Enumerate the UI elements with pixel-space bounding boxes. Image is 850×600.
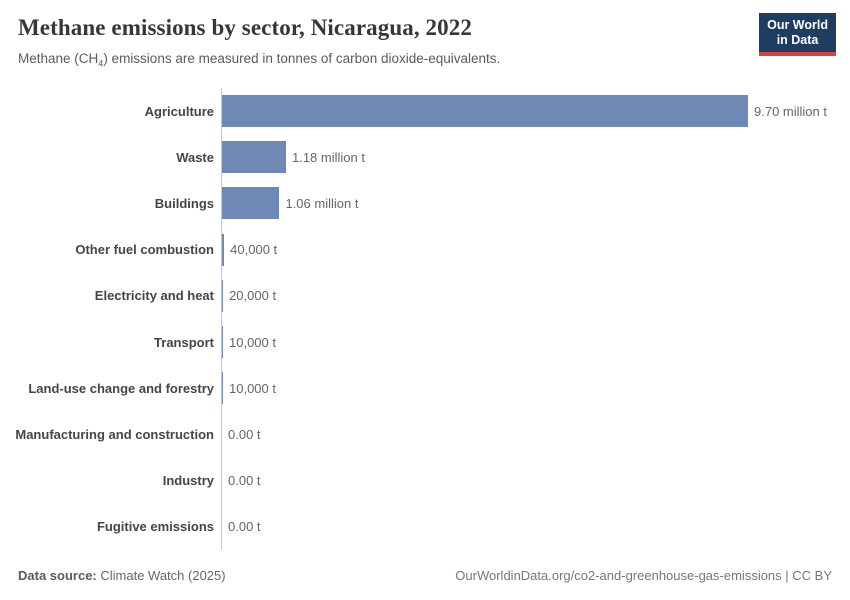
attribution-link: OurWorldinData.org/co2-and-greenhouse-ga… bbox=[455, 568, 832, 583]
bar-area: 1.06 million t bbox=[221, 180, 832, 227]
bar-area: 1.18 million t bbox=[221, 134, 832, 181]
category-label: Waste bbox=[176, 149, 214, 165]
value-label: 1.06 million t bbox=[285, 195, 359, 211]
bar-area: 9.70 million t bbox=[221, 88, 832, 135]
value-label: 0.00 t bbox=[228, 519, 261, 535]
category-label: Other fuel combustion bbox=[75, 242, 214, 258]
data-source-value: Climate Watch (2025) bbox=[96, 568, 226, 583]
bar-area: 0.00 t bbox=[221, 457, 832, 504]
category-label: Land-use change and forestry bbox=[28, 380, 214, 396]
category-label: Manufacturing and construction bbox=[15, 426, 214, 442]
bar[interactable] bbox=[222, 372, 223, 405]
subtitle-text-suffix: ) emissions are measured in tonnes of ca… bbox=[103, 50, 501, 66]
bar[interactable] bbox=[222, 233, 225, 266]
owid-logo: Our World in Data bbox=[759, 13, 836, 56]
bar-area: 20,000 t bbox=[221, 272, 832, 319]
chart-row: Industry 0.00 t bbox=[0, 457, 832, 504]
value-label: 0.00 t bbox=[228, 426, 261, 442]
chart-footer: Data source: Climate Watch (2025) OurWor… bbox=[18, 568, 832, 583]
category-label: Fugitive emissions bbox=[96, 519, 214, 535]
data-source-label: Data source: bbox=[18, 568, 97, 583]
bar-area: 10,000 t bbox=[221, 318, 832, 366]
value-label: 10,000 t bbox=[229, 380, 276, 396]
bar[interactable] bbox=[222, 279, 224, 312]
chart-row: Land-use change and forestry 10,000 t bbox=[0, 365, 832, 412]
bar-area: 40,000 t bbox=[221, 226, 832, 273]
bar-chart: Agriculture 9.70 million t Waste 1.18 milli… bbox=[0, 88, 832, 550]
chart-row: Manufacturing and construction 0.00 t bbox=[0, 411, 832, 458]
bar-area: 10,000 t bbox=[221, 365, 832, 412]
subtitle-text: Methane (CH bbox=[18, 50, 99, 66]
chart-row: Buildings 1.06 million t bbox=[0, 180, 832, 227]
chart-row: Agriculture 9.70 million t bbox=[0, 88, 832, 135]
bar[interactable] bbox=[222, 141, 286, 174]
chart-rows: Agriculture 9.70 million t Waste 1.18 milli… bbox=[0, 88, 832, 550]
category-label: Transport bbox=[154, 334, 214, 350]
page-title: Methane emissions by sector, Nicaragua, … bbox=[18, 15, 472, 40]
value-label: 40,000 t bbox=[230, 242, 278, 258]
owid-logo-line1: Our World bbox=[767, 18, 828, 32]
owid-logo-line2: in Data bbox=[776, 32, 819, 47]
value-label: 1.18 million t bbox=[291, 149, 365, 165]
chart-row: Other fuel combustion 40,000 t bbox=[0, 226, 832, 273]
chart-row: Electricity and heat 20,000 t bbox=[0, 272, 832, 319]
bar[interactable] bbox=[222, 95, 748, 128]
category-label: Buildings bbox=[154, 195, 214, 211]
bar[interactable] bbox=[222, 326, 223, 359]
bar-area: 0.00 t bbox=[221, 411, 832, 458]
category-label: Electricity and heat bbox=[94, 288, 214, 304]
chart-subtitle: Methane (CH4) emissions are measured in … bbox=[18, 50, 832, 68]
value-label: 0.00 t bbox=[228, 473, 261, 489]
value-label: 10,000 t bbox=[229, 334, 276, 350]
bar-area: 0.00 t bbox=[221, 503, 832, 550]
chart-row: Transport 10,000 t bbox=[0, 318, 832, 366]
data-source: Data source: Climate Watch (2025) bbox=[18, 568, 226, 583]
bar[interactable] bbox=[222, 187, 280, 220]
value-label: 9.70 million t bbox=[754, 103, 827, 119]
chart-row: Waste 1.18 million t bbox=[0, 134, 832, 181]
category-label: Industry bbox=[162, 473, 214, 489]
chart-row: Fugitive emissions 0.00 t bbox=[0, 503, 832, 550]
value-label: 20,000 t bbox=[229, 288, 277, 304]
category-label: Agriculture bbox=[144, 103, 214, 119]
subtitle-subscript: 4 bbox=[98, 58, 104, 69]
chart-header: Methane emissions by sector, Nicaragua, … bbox=[18, 13, 836, 68]
